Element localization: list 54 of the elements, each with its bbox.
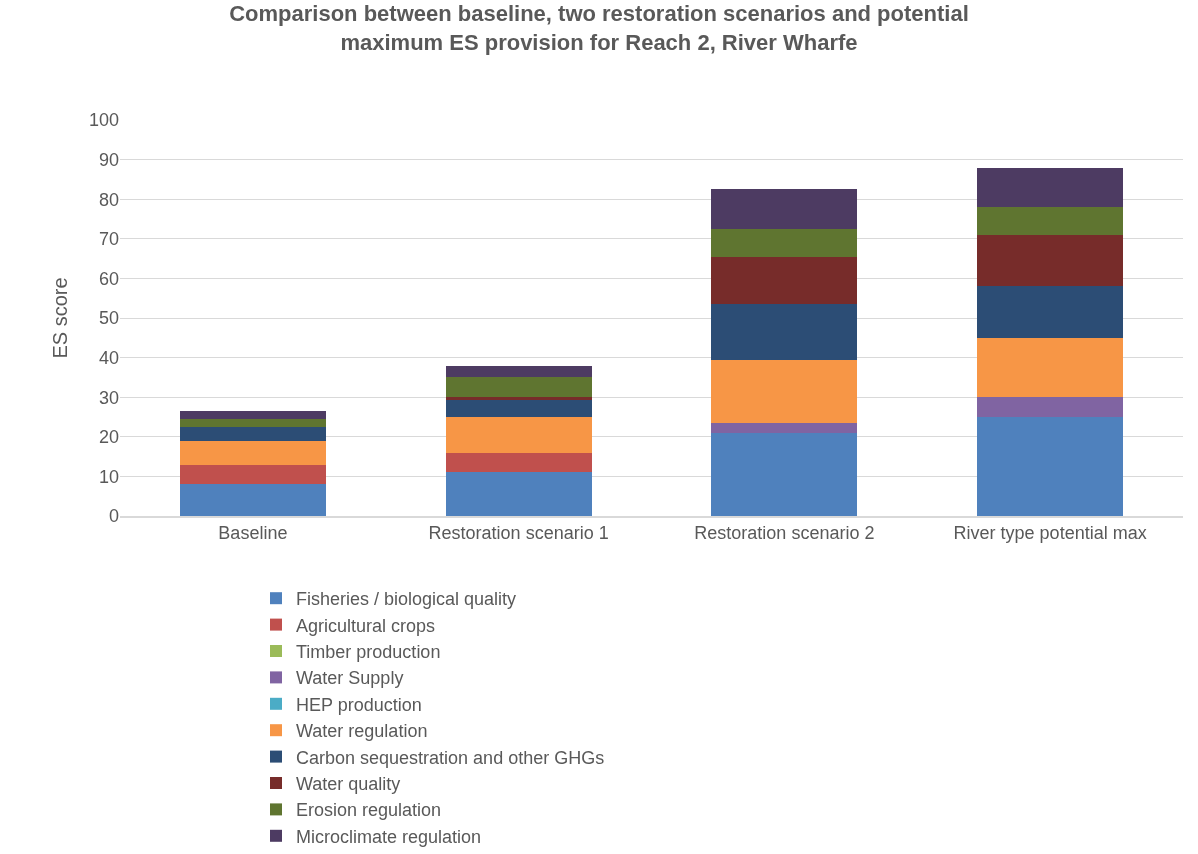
bar [445, 377, 592, 398]
bar [179, 411, 326, 419]
legend-label: HEP production [296, 694, 422, 715]
legend-label: Agricultural crops [296, 615, 436, 636]
x-tick-label: Baseline [218, 523, 288, 544]
y-tick-label: 20 [98, 427, 119, 448]
legend-label: Water Supply [296, 668, 404, 689]
bar [977, 397, 1124, 417]
y-tick-label: 30 [98, 387, 119, 408]
bar [711, 228, 858, 257]
y-tick-label: 0 [108, 506, 119, 527]
x-tick-label: Restoration scenario 1 [428, 523, 609, 544]
bar [711, 422, 858, 433]
y-axis-title: ES score [49, 277, 72, 359]
y-tick-label: 90 [98, 149, 119, 170]
y-tick-label: 80 [98, 189, 119, 210]
legend-label: Water regulation [296, 721, 428, 742]
bar [445, 365, 592, 378]
legend-label: Erosion regulation [296, 800, 442, 821]
bar [179, 426, 326, 441]
legend-label: Timber production [296, 642, 441, 663]
bar [179, 440, 326, 465]
bar [977, 234, 1124, 287]
bar [179, 418, 326, 427]
legend-label: Carbon sequestration and other GHGs [296, 747, 605, 768]
legend-label: Fisheries / biological quality [296, 589, 517, 610]
y-tick-label: 100 [88, 110, 119, 131]
bar [977, 417, 1124, 516]
bar [711, 304, 858, 360]
bar [179, 484, 326, 516]
bar [445, 399, 592, 417]
legend-label: Water quality [296, 774, 401, 795]
bar [711, 359, 858, 423]
bar [711, 189, 858, 229]
bar [445, 452, 592, 473]
y-tick-label: 50 [98, 308, 119, 329]
bar [977, 337, 1124, 398]
chart-title: Comparison between baseline, two restoration scenarios and potential maximum ES provision for Reach 2, River Wharfe [229, 1, 969, 55]
bar [977, 167, 1124, 208]
bar [977, 207, 1124, 235]
bar [445, 417, 592, 453]
bar [445, 397, 592, 400]
x-tick-label: Restoration scenario 2 [694, 523, 875, 544]
bar [711, 256, 858, 305]
x-tick-label: River type potential max [953, 523, 1147, 544]
y-tick-label: 40 [98, 347, 119, 368]
bar [445, 472, 592, 516]
y-tick-label: 10 [98, 466, 119, 487]
legend-label: Microclimate regulation [296, 826, 482, 847]
bar [179, 464, 326, 485]
bar [977, 286, 1124, 338]
bar [711, 432, 858, 516]
y-tick-label: 60 [98, 268, 119, 289]
y-tick-label: 70 [98, 229, 119, 250]
